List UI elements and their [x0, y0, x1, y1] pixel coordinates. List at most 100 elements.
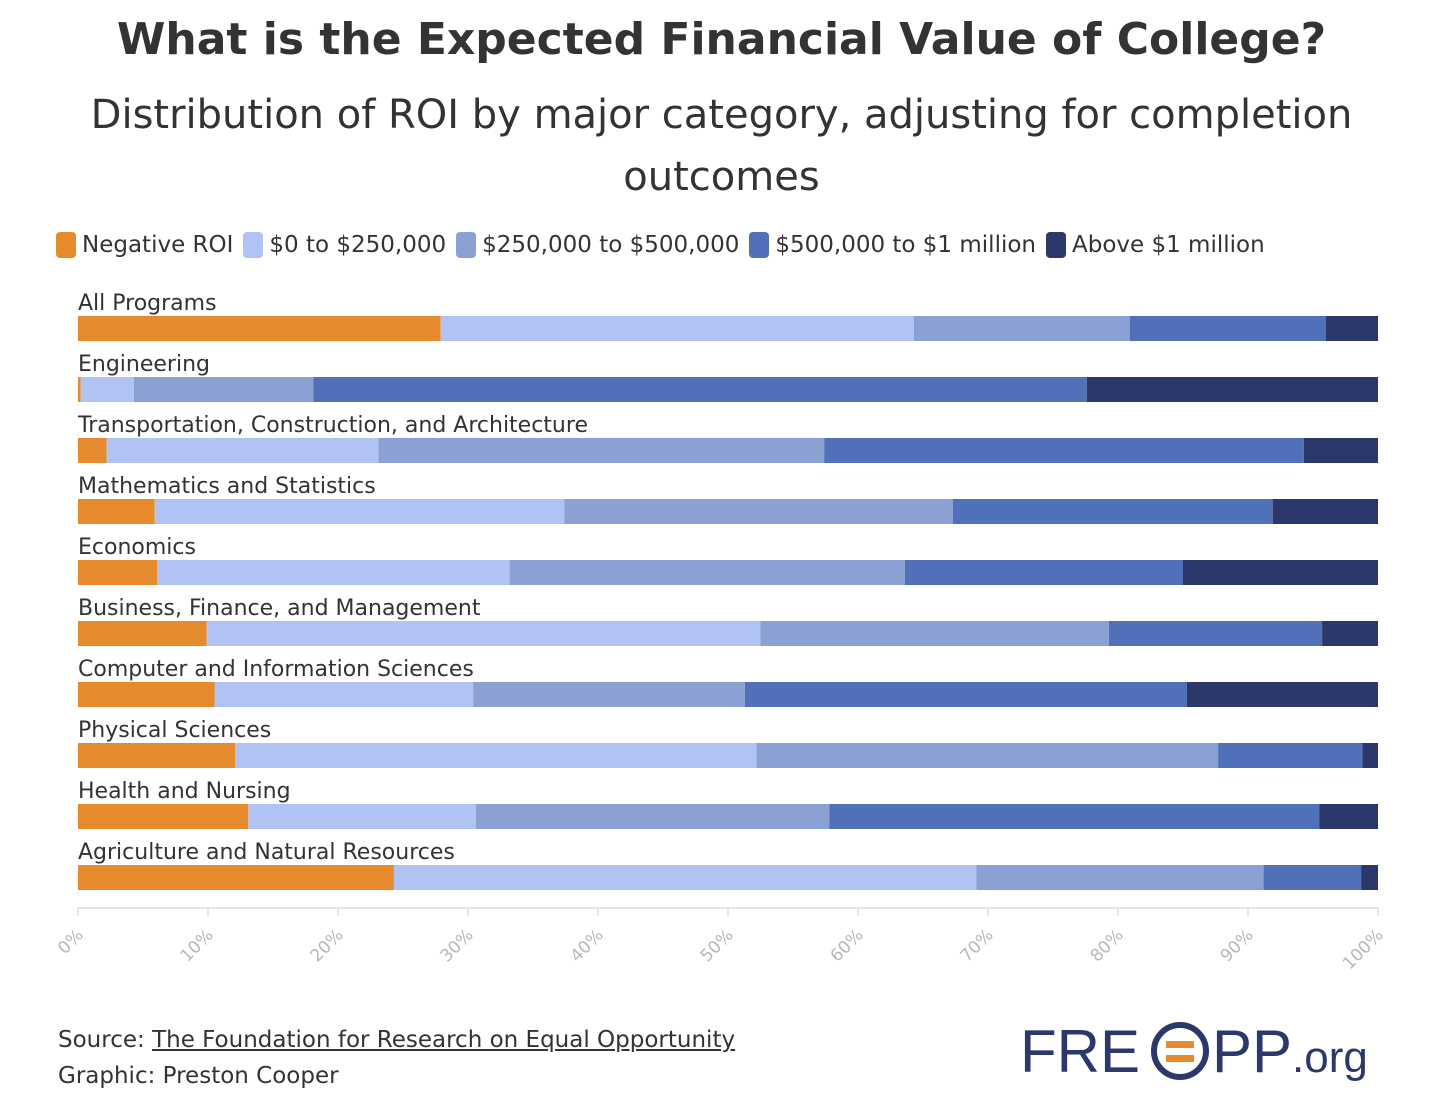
category-label-engineering: Engineering [78, 352, 210, 377]
bar-computer-and-information-sciences-250-000-to-500-000[interactable] [473, 682, 745, 707]
bar-agriculture-and-natural-resources-above-1-million[interactable] [1361, 865, 1378, 890]
logo-text-fre: FRE [1020, 1018, 1140, 1085]
x-tick-label: 50% [697, 925, 738, 966]
bar-health-and-nursing-negative-roi[interactable] [78, 804, 249, 829]
source-link[interactable]: The Foundation for Research on Equal Opp… [152, 1027, 736, 1053]
bar-physical-sciences-250-000-to-500-000[interactable] [756, 743, 1219, 768]
legend-label-0-250k: $0 to $250,000 [269, 232, 447, 258]
legend-swatch-0-250k [243, 232, 264, 258]
bar-economics-negative-roi[interactable] [78, 560, 158, 585]
bar-business-finance-and-management-0-to-250-000[interactable] [206, 621, 761, 646]
bar-all-programs-0-to-250-000[interactable] [440, 316, 914, 341]
bar-transportation-construction-and-architecture-above-1-million[interactable] [1303, 438, 1378, 463]
category-label-economics: Economics [78, 535, 196, 560]
bar-business-finance-and-management-500-000-to-1-million[interactable] [1108, 621, 1323, 646]
legend-label-500k-1m: $500,000 to $1 million [775, 232, 1036, 258]
source-line: Source: The Foundation for Research on E… [58, 1022, 735, 1058]
category-label-mathematics-and-statistics: Mathematics and Statistics [78, 474, 376, 499]
legend-swatch-negative [56, 232, 76, 258]
bar-computer-and-information-sciences-negative-roi[interactable] [78, 682, 215, 707]
footer: Source: The Foundation for Research on E… [58, 1022, 735, 1094]
legend-item-500k-1m[interactable]: $500,000 to $1 million [749, 232, 1036, 258]
logo-text-pp: PP [1212, 1018, 1292, 1085]
stacked-bar-chart: All Programs Engineering Transportation, C… [54, 291, 1388, 974]
legend-label-negative: Negative ROI [82, 232, 234, 258]
bar-engineering-0-to-250-000[interactable] [80, 377, 134, 402]
bar-health-and-nursing-250-000-to-500-000[interactable] [475, 804, 830, 829]
bar-engineering-500-000-to-1-million[interactable] [313, 377, 1087, 402]
graphic-credit: Graphic: Preston Cooper [58, 1063, 339, 1089]
legend: Negative ROI $0 to $250,000 $250,000 to … [56, 228, 1265, 262]
bar-health-and-nursing-500-000-to-1-million[interactable] [829, 804, 1320, 829]
legend-swatch-250k-500k [456, 232, 477, 258]
bar-agriculture-and-natural-resources-0-to-250-000[interactable] [393, 865, 977, 890]
bar-physical-sciences-500-000-to-1-million[interactable] [1218, 743, 1363, 768]
bar-mathematics-and-statistics-500-000-to-1-million[interactable] [952, 499, 1273, 524]
bar-computer-and-information-sciences-500-000-to-1-million[interactable] [744, 682, 1187, 707]
bar-all-programs-negative-roi[interactable] [78, 316, 441, 341]
freopp-logo[interactable]: FRE PP .org [1020, 1010, 1410, 1090]
logo-text-org: .org [1292, 1033, 1368, 1082]
logo-equals-icon [1151, 1022, 1209, 1080]
bar-business-finance-and-management-negative-roi[interactable] [78, 621, 207, 646]
bar-engineering-negative-roi[interactable] [78, 377, 81, 402]
legend-item-negative[interactable]: Negative ROI [56, 232, 233, 258]
bar-mathematics-and-statistics-above-1-million[interactable] [1272, 499, 1378, 524]
bar-economics-500-000-to-1-million[interactable] [904, 560, 1183, 585]
bar-economics-0-to-250-000[interactable] [157, 560, 510, 585]
bar-business-finance-and-management-250-000-to-500-000[interactable] [760, 621, 1109, 646]
category-label-all-programs: All Programs [78, 291, 217, 316]
x-tick-label: 70% [957, 925, 998, 966]
bar-all-programs-above-1-million[interactable] [1326, 316, 1378, 341]
bar-health-and-nursing-above-1-million[interactable] [1319, 804, 1379, 829]
bar-computer-and-information-sciences-above-1-million[interactable] [1186, 682, 1378, 707]
bar-transportation-construction-and-architecture-negative-roi[interactable] [78, 438, 107, 463]
bar-health-and-nursing-0-to-250-000[interactable] [248, 804, 476, 829]
bar-business-finance-and-management-above-1-million[interactable] [1322, 621, 1378, 646]
bar-all-programs-250-000-to-500-000[interactable] [913, 316, 1130, 341]
x-tick-label: 10% [177, 925, 218, 966]
legend-label-above-1m: Above $1 million [1072, 232, 1265, 258]
source-prefix: Source: [58, 1027, 145, 1053]
category-label-physical-sciences: Physical Sciences [78, 718, 271, 743]
bar-engineering-above-1-million[interactable] [1086, 377, 1378, 402]
category-label-business-finance-and-management: Business, Finance, and Management [78, 596, 481, 621]
bar-all-programs-500-000-to-1-million[interactable] [1129, 316, 1326, 341]
legend-item-above-1m[interactable]: Above $1 million [1046, 232, 1265, 258]
bar-transportation-construction-and-architecture-250-000-to-500-000[interactable] [378, 438, 825, 463]
legend-item-250k-500k[interactable]: $250,000 to $500,000 [456, 232, 739, 258]
bar-physical-sciences-negative-roi[interactable] [78, 743, 236, 768]
category-label-health-and-nursing: Health and Nursing [78, 779, 291, 804]
legend-swatch-500k-1m [749, 232, 770, 258]
bar-transportation-construction-and-architecture-0-to-250-000[interactable] [106, 438, 379, 463]
chart-subtitle: Distribution of ROI by major category, a… [90, 92, 1353, 200]
category-label-computer-and-information-sciences: Computer and Information Sciences [78, 657, 474, 682]
bar-agriculture-and-natural-resources-negative-roi[interactable] [78, 865, 394, 890]
category-label-transportation-construction-and-architecture: Transportation, Construction, and Archit… [77, 413, 588, 438]
bar-physical-sciences-above-1-million[interactable] [1362, 743, 1378, 768]
bar-agriculture-and-natural-resources-500-000-to-1-million[interactable] [1263, 865, 1362, 890]
bar-mathematics-and-statistics-0-to-250-000[interactable] [154, 499, 565, 524]
legend-item-0-250k[interactable]: $0 to $250,000 [243, 232, 446, 258]
bar-economics-above-1-million[interactable] [1183, 560, 1378, 585]
legend-swatch-above-1m [1046, 232, 1066, 258]
bar-transportation-construction-and-architecture-500-000-to-1-million[interactable] [824, 438, 1304, 463]
legend-label-250k-500k: $250,000 to $500,000 [482, 232, 740, 258]
x-tick-label: 100% [1339, 925, 1388, 974]
x-tick-label: 30% [437, 925, 478, 966]
bar-engineering-250-000-to-500-000[interactable] [133, 377, 314, 402]
chart-title: What is the Expected Financial Value of … [116, 14, 1327, 65]
bar-mathematics-and-statistics-250-000-to-500-000[interactable] [564, 499, 953, 524]
x-tick-label: 90% [1217, 925, 1258, 966]
x-tick-label: 20% [307, 925, 348, 966]
bar-economics-250-000-to-500-000[interactable] [509, 560, 905, 585]
x-tick-label: 80% [1087, 925, 1128, 966]
x-tick-label: 60% [827, 925, 868, 966]
bar-mathematics-and-statistics-negative-roi[interactable] [78, 499, 155, 524]
category-label-agriculture-and-natural-resources: Agriculture and Natural Resources [78, 840, 455, 865]
bar-agriculture-and-natural-resources-250-000-to-500-000[interactable] [976, 865, 1264, 890]
bar-physical-sciences-0-to-250-000[interactable] [235, 743, 757, 768]
x-tick-label: 0% [54, 925, 87, 958]
bar-computer-and-information-sciences-0-to-250-000[interactable] [214, 682, 474, 707]
x-tick-label: 40% [567, 925, 608, 966]
